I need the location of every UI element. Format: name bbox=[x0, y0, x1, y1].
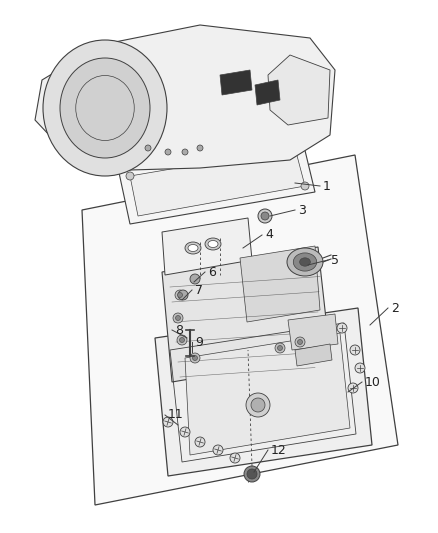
Circle shape bbox=[244, 466, 260, 482]
Polygon shape bbox=[130, 148, 305, 216]
Circle shape bbox=[177, 293, 183, 297]
Polygon shape bbox=[220, 70, 252, 95]
Circle shape bbox=[251, 398, 265, 412]
Circle shape bbox=[165, 149, 171, 155]
Text: 2: 2 bbox=[391, 302, 399, 314]
Text: 8: 8 bbox=[175, 324, 183, 336]
Circle shape bbox=[182, 149, 188, 155]
Circle shape bbox=[275, 343, 285, 353]
Ellipse shape bbox=[185, 242, 201, 254]
Polygon shape bbox=[162, 247, 330, 382]
Ellipse shape bbox=[300, 258, 311, 266]
Circle shape bbox=[126, 172, 134, 180]
Text: 4: 4 bbox=[265, 229, 273, 241]
Circle shape bbox=[247, 469, 257, 479]
Polygon shape bbox=[82, 155, 398, 505]
Circle shape bbox=[145, 145, 151, 151]
Circle shape bbox=[190, 274, 200, 284]
Circle shape bbox=[180, 337, 184, 343]
Circle shape bbox=[246, 393, 270, 417]
Ellipse shape bbox=[208, 240, 218, 247]
Text: 9: 9 bbox=[195, 335, 203, 349]
Polygon shape bbox=[155, 308, 372, 476]
Ellipse shape bbox=[60, 58, 150, 158]
Text: 6: 6 bbox=[208, 265, 216, 279]
Ellipse shape bbox=[293, 253, 317, 271]
Circle shape bbox=[213, 445, 223, 455]
Text: 5: 5 bbox=[331, 254, 339, 266]
Circle shape bbox=[195, 437, 205, 447]
Circle shape bbox=[350, 345, 360, 355]
Polygon shape bbox=[118, 138, 315, 224]
Circle shape bbox=[180, 427, 190, 437]
Ellipse shape bbox=[205, 238, 221, 250]
Circle shape bbox=[178, 290, 188, 300]
Ellipse shape bbox=[188, 245, 198, 252]
Circle shape bbox=[278, 345, 283, 351]
Circle shape bbox=[230, 453, 240, 463]
Circle shape bbox=[297, 340, 303, 344]
Text: 11: 11 bbox=[168, 408, 184, 422]
Circle shape bbox=[163, 417, 173, 427]
Polygon shape bbox=[295, 344, 332, 366]
Polygon shape bbox=[162, 218, 252, 275]
Text: 1: 1 bbox=[323, 180, 331, 192]
Circle shape bbox=[197, 145, 203, 151]
Text: 3: 3 bbox=[298, 204, 306, 216]
Text: 12: 12 bbox=[271, 443, 287, 456]
Circle shape bbox=[337, 323, 347, 333]
Polygon shape bbox=[255, 80, 280, 105]
Ellipse shape bbox=[287, 248, 323, 276]
Ellipse shape bbox=[43, 40, 167, 176]
Circle shape bbox=[261, 212, 269, 220]
Circle shape bbox=[258, 209, 272, 223]
Circle shape bbox=[348, 383, 358, 393]
Circle shape bbox=[173, 313, 183, 323]
Text: 10: 10 bbox=[365, 376, 381, 389]
Polygon shape bbox=[240, 246, 320, 322]
Circle shape bbox=[301, 182, 309, 190]
Polygon shape bbox=[185, 333, 350, 455]
Circle shape bbox=[192, 356, 198, 360]
Circle shape bbox=[177, 335, 187, 345]
Circle shape bbox=[355, 363, 365, 373]
Circle shape bbox=[176, 316, 180, 320]
Text: 7: 7 bbox=[195, 284, 203, 296]
Polygon shape bbox=[268, 55, 330, 125]
Circle shape bbox=[295, 337, 305, 347]
Circle shape bbox=[175, 290, 185, 300]
Polygon shape bbox=[288, 314, 338, 350]
Circle shape bbox=[190, 353, 200, 363]
Polygon shape bbox=[35, 25, 335, 170]
